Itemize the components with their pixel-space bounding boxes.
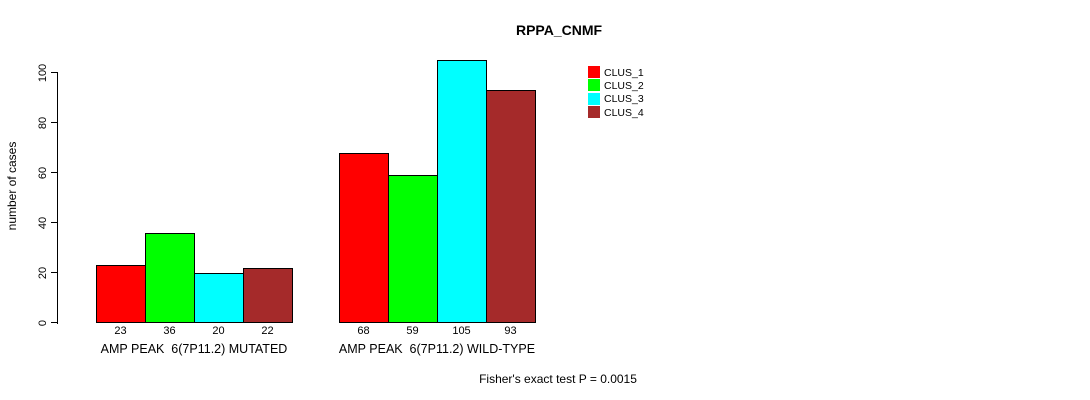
bar-clus_1-group2 xyxy=(339,152,389,323)
bar-clus_3-group1 xyxy=(194,272,244,323)
legend-swatch-clus_2 xyxy=(588,79,600,92)
y-axis-line xyxy=(57,72,58,324)
legend-swatch-clus_4 xyxy=(588,106,600,119)
y-tick-mark xyxy=(51,322,57,323)
y-axis-label: number of cases xyxy=(5,141,19,231)
y-tick-label: 20 xyxy=(37,266,49,279)
legend-label: CLUS_3 xyxy=(604,93,644,106)
bar-value-label: 23 xyxy=(114,325,127,337)
y-tick-label: 100 xyxy=(37,63,49,82)
x-category-label: AMP PEAK 6(7P11.2) WILD-TYPE xyxy=(338,342,536,356)
y-tick-mark xyxy=(51,172,57,173)
x-category-label: AMP PEAK 6(7P11.2) MUTATED xyxy=(100,342,288,356)
legend-swatch-clus_3 xyxy=(588,92,600,105)
bar-clus_2-group2 xyxy=(388,175,438,323)
y-tick-mark xyxy=(51,272,57,273)
y-tick-label: 80 xyxy=(37,116,49,129)
legend-label: CLUS_1 xyxy=(604,66,644,79)
bar-value-label: 22 xyxy=(261,325,274,337)
bar-value-label: 59 xyxy=(406,325,419,337)
legend-label: CLUS_4 xyxy=(604,106,644,119)
y-tick-mark xyxy=(51,222,57,223)
bar-clus_1-group1 xyxy=(96,265,146,323)
annotation-text: Fisher's exact test P = 0.0015 xyxy=(479,372,637,386)
y-tick-mark xyxy=(51,72,57,73)
y-tick-label: 0 xyxy=(37,319,49,326)
bar-value-label: 93 xyxy=(504,325,517,337)
legend-swatch-clus_1 xyxy=(588,66,600,78)
bar-value-label: 105 xyxy=(452,325,471,337)
bar-value-label: 68 xyxy=(357,325,370,337)
y-tick-label: 60 xyxy=(37,166,49,179)
bar-clus_3-group2 xyxy=(437,60,487,323)
bar-clus_4-group2 xyxy=(486,90,536,323)
bar-clus_4-group1 xyxy=(243,267,293,323)
y-tick-mark xyxy=(51,122,57,123)
chart-title: RPPA_CNMF xyxy=(515,22,603,38)
bar-value-label: 20 xyxy=(212,325,225,337)
bar-clus_2-group1 xyxy=(145,232,195,323)
legend-label: CLUS_2 xyxy=(604,79,644,92)
y-tick-label: 40 xyxy=(37,216,49,229)
bar-value-label: 36 xyxy=(163,325,176,337)
